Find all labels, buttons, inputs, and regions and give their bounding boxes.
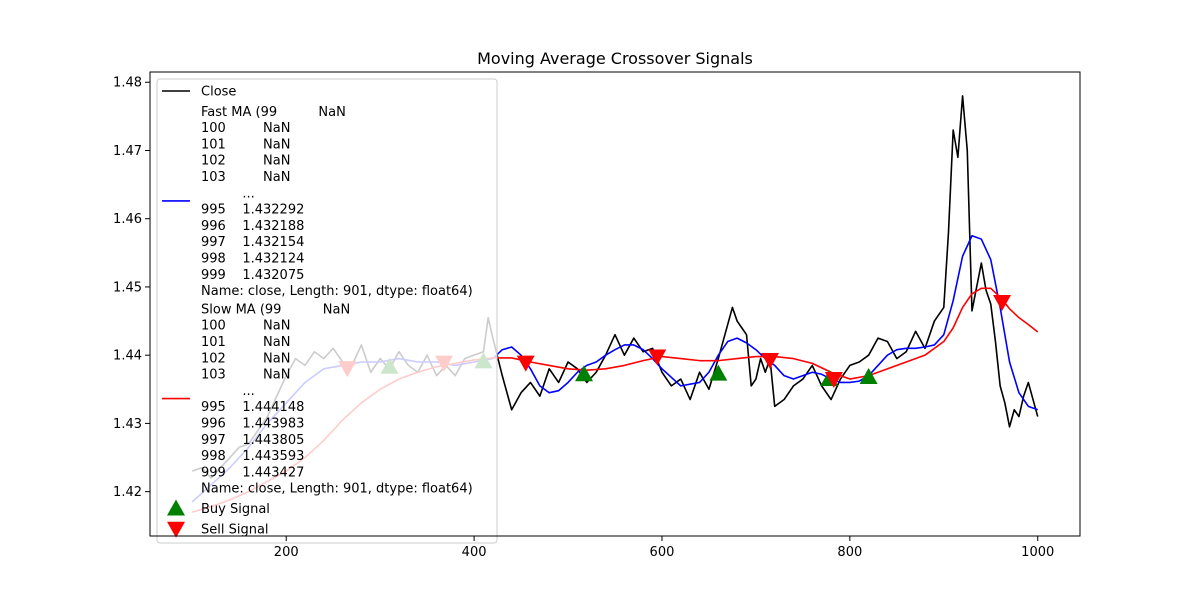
legend-fast-label-line: 101 NaN xyxy=(201,137,290,152)
legend-slow-label-line: 995 1.444148 xyxy=(201,400,304,415)
y-tick-label: 1.42 xyxy=(113,485,142,500)
legend-fast-label-line: 996 1.432188 xyxy=(201,219,304,234)
legend-fast-label-line: 103 NaN xyxy=(201,170,290,185)
chart-title: Moving Average Crossover Signals xyxy=(477,49,753,68)
legend-fast-label-line: 100 NaN xyxy=(201,121,290,136)
x-tick-label: 600 xyxy=(650,545,675,560)
legend-slow-label-line: 103 NaN xyxy=(201,368,290,383)
legend-slow-label-line: 997 1.443805 xyxy=(201,433,304,448)
legend-close-label: Close xyxy=(201,85,236,100)
legend-sell-marker xyxy=(167,521,185,538)
sell-signal-marker xyxy=(824,372,843,389)
sell-signal-marker xyxy=(993,294,1012,311)
legend-fast-label-line: Name: close, Length: 901, dtype: float64… xyxy=(201,284,473,299)
legend-slow-label-line: 102 NaN xyxy=(201,351,290,366)
sell-signal-marker xyxy=(761,352,779,369)
legend-buy-marker xyxy=(167,499,185,516)
legend-slow-label-line: 100 NaN xyxy=(201,319,290,334)
buy-signal-marker xyxy=(709,364,728,381)
axes-frame xyxy=(149,71,1081,537)
legend-slow-label-line: 101 NaN xyxy=(201,335,290,350)
y-tick-label: 1.46 xyxy=(113,212,142,227)
x-tick-label: 200 xyxy=(274,545,299,560)
y-tick-label: 1.43 xyxy=(113,417,142,432)
sell-signal-marker xyxy=(648,349,667,366)
buy-signal-marker xyxy=(575,365,593,382)
legend-fast-label-line: 999 1.432075 xyxy=(201,268,304,283)
legend-fast-label-line: 102 NaN xyxy=(201,154,290,169)
buy-signal-marker xyxy=(859,368,878,385)
legend-slow-label-line: 999 1.443427 xyxy=(201,465,304,480)
sell-signal-marker xyxy=(516,355,535,372)
legend-buy-label: Buy Signal xyxy=(201,502,270,517)
legend-slow-label-line: Slow MA (99 NaN xyxy=(201,302,350,317)
legend-box xyxy=(156,78,498,544)
legend-fast-label-line: 995 1.432292 xyxy=(201,203,304,218)
y-tick-label: 1.44 xyxy=(113,349,142,364)
y-tick-label: 1.45 xyxy=(113,280,142,295)
legend-fast-label-line: ... xyxy=(201,186,267,201)
legend-fast-label-line: 998 1.432124 xyxy=(201,252,304,267)
tick-layer: 200 400 600 800 1000 1.42 1.43 1.44 1.45 1.46 1.47… xyxy=(113,76,1054,560)
legend-fast-label-line: 997 1.432154 xyxy=(201,235,304,250)
legend-slow-label-line: 996 1.443983 xyxy=(201,417,304,432)
legend-slow-label-line: Name: close, Length: 901, dtype: float64… xyxy=(201,482,473,497)
legend-sell-label: Sell Signal xyxy=(201,522,269,537)
x-tick-label: 400 xyxy=(462,545,487,560)
axes-layer xyxy=(149,71,1081,537)
y-tick-label: 1.48 xyxy=(113,76,142,91)
y-tick-label: 1.47 xyxy=(113,144,142,159)
legend-fast-label-line: Fast MA (99 NaN xyxy=(201,105,346,120)
legend-slow-label-line: ... xyxy=(201,384,267,399)
legend-slow-label-line: 998 1.443593 xyxy=(201,449,304,464)
x-tick-label: 800 xyxy=(837,545,862,560)
x-tick-label: 1000 xyxy=(1021,545,1054,560)
